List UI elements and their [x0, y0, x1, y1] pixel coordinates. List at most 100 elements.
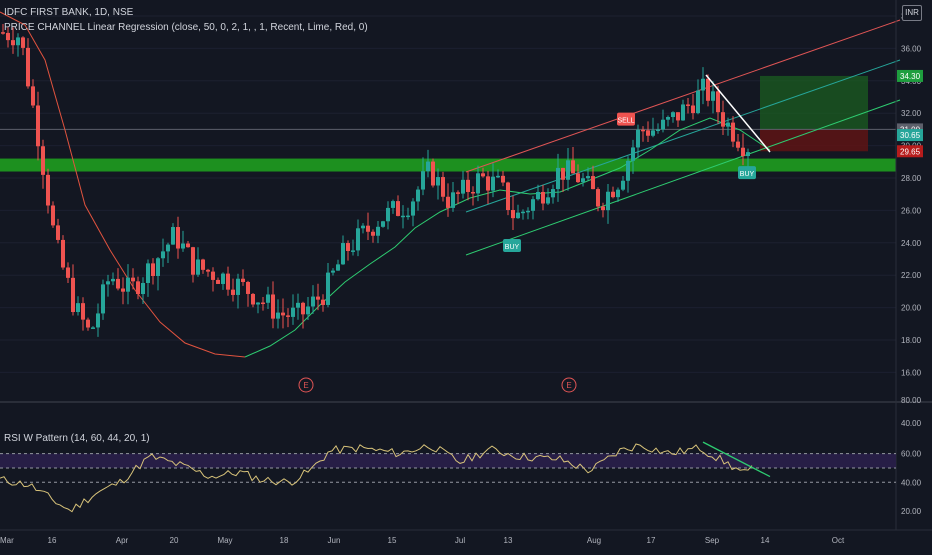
candle-body: [526, 210, 530, 213]
candle-body: [131, 277, 135, 282]
price-tick-label: 28.00: [901, 174, 922, 183]
candle-body: [741, 147, 745, 157]
candle-body: [436, 177, 440, 186]
time-tick-label: Mar: [0, 536, 14, 545]
candle-body: [731, 122, 735, 142]
candle-body: [51, 205, 55, 226]
candle-body: [31, 86, 35, 106]
candle-body: [736, 141, 740, 148]
candle-body: [231, 289, 235, 295]
candle-body: [151, 263, 155, 276]
candle-body: [326, 272, 330, 305]
candle-body: [331, 270, 335, 273]
signal-buy-badge: [738, 166, 756, 180]
rsi-title: RSI W Pattern (14, 60, 44, 20, 1): [4, 433, 150, 444]
candle-body: [536, 191, 540, 200]
candle-body: [126, 277, 130, 292]
symbol-legend[interactable]: IDFC FIRST BANK, 1D, NSE: [4, 7, 133, 18]
candle-body: [676, 112, 680, 121]
candle-body: [661, 119, 665, 130]
candle-body: [671, 112, 675, 118]
price-tick-label: 24.00: [901, 239, 922, 248]
price-label-text: 30.65: [900, 131, 921, 140]
time-tick-label: 14: [761, 536, 770, 545]
candle-body: [406, 215, 410, 218]
candle-body: [626, 160, 630, 181]
candle-body: [96, 313, 100, 328]
candle-body: [371, 231, 375, 236]
candle-body: [451, 192, 455, 208]
candle-body: [306, 306, 310, 315]
trend-line-white: [705, 74, 771, 153]
candle-body: [396, 201, 400, 216]
stop-zone: [760, 129, 868, 152]
candle-body: [446, 196, 450, 208]
time-tick-label: 18: [280, 536, 289, 545]
candle-body: [346, 243, 350, 252]
candle-body: [421, 171, 425, 190]
target-zone: [760, 75, 868, 130]
signal-buy-label: BUY: [740, 171, 755, 178]
candle-body: [411, 201, 415, 216]
candle-body: [11, 40, 15, 46]
price-tick-label: 32.00: [901, 109, 922, 118]
candle-body: [531, 199, 535, 211]
candle-body: [441, 177, 445, 197]
candle-body: [61, 239, 65, 268]
candle-body: [166, 244, 170, 252]
price-tick-label: 26.00: [901, 206, 922, 215]
rsi-upper-tick-label: 80.00: [901, 396, 922, 405]
candle-body: [596, 189, 600, 207]
time-tick-label: Jul: [455, 536, 465, 545]
price-label-badge: [897, 145, 923, 158]
candle-body: [546, 197, 550, 204]
candle-body: [246, 281, 250, 294]
signal-sell-badge: [617, 112, 635, 126]
indicator-legend[interactable]: PRICE CHANNEL Linear Regression (close, …: [4, 22, 368, 33]
candle-body: [571, 160, 575, 174]
currency-badge[interactable]: INR: [902, 5, 922, 21]
candle-body: [36, 105, 40, 147]
candle-body: [106, 281, 110, 285]
candle-body: [301, 302, 305, 315]
candle-body: [6, 32, 10, 41]
candle-body: [716, 91, 720, 113]
candle-body: [611, 191, 615, 198]
candle-body: [26, 47, 30, 87]
candle-body: [91, 327, 95, 329]
candle-body: [461, 179, 465, 194]
candle-body: [296, 302, 300, 308]
candle-body: [101, 284, 105, 314]
candle-body: [196, 259, 200, 275]
candle-body: [261, 302, 265, 305]
candle-body: [746, 152, 750, 157]
candle-body: [71, 277, 75, 313]
candle-body: [221, 273, 225, 284]
candle-body: [236, 278, 240, 295]
candle-body: [586, 176, 590, 179]
symbol-title: IDFC FIRST BANK, 1D, NSE: [4, 7, 134, 18]
candle-body: [316, 296, 320, 300]
candle-body: [641, 129, 645, 132]
signal-sell-label: SELL: [617, 118, 634, 125]
candle-body: [256, 302, 260, 305]
candle-body: [361, 225, 365, 229]
candles: [1, 24, 750, 337]
candle-body: [706, 78, 710, 101]
candle-body: [206, 269, 210, 272]
candle-body: [721, 112, 725, 127]
candle-body: [416, 189, 420, 202]
candle-body: [86, 319, 90, 328]
candle-body: [81, 303, 85, 320]
candle-body: [186, 243, 190, 248]
candle-body: [171, 227, 175, 245]
ma-slow-red: [0, 11, 246, 358]
candle-body: [56, 225, 60, 240]
rsi-legend[interactable]: RSI W Pattern (14, 60, 44, 20, 1): [4, 433, 150, 444]
price-label-text: 29.65: [900, 147, 921, 156]
candle-body: [121, 288, 125, 292]
candle-body: [456, 192, 460, 194]
price-tick-label: 16.00: [901, 368, 922, 377]
